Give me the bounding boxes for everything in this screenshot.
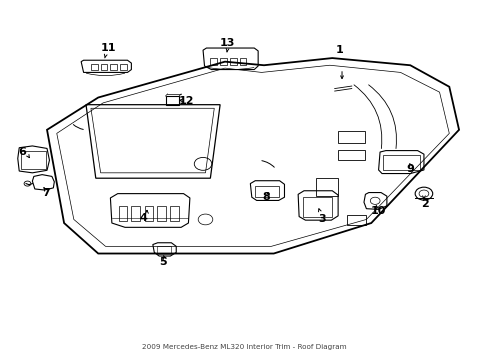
Text: 9: 9 xyxy=(406,163,413,174)
Text: 13: 13 xyxy=(219,38,235,48)
Bar xyxy=(229,58,236,65)
Bar xyxy=(346,215,366,225)
Text: 4: 4 xyxy=(140,213,147,223)
Bar xyxy=(131,206,140,221)
Text: 3: 3 xyxy=(318,214,325,224)
Text: 8: 8 xyxy=(262,192,270,202)
Bar xyxy=(170,206,179,221)
Text: 2: 2 xyxy=(420,199,428,210)
Text: 7: 7 xyxy=(42,188,50,198)
Bar xyxy=(101,64,107,70)
Text: 10: 10 xyxy=(370,206,386,216)
Text: 6: 6 xyxy=(19,147,26,157)
Text: 11: 11 xyxy=(100,43,116,53)
Text: 2009 Mercedes-Benz ML320 Interior Trim - Roof Diagram: 2009 Mercedes-Benz ML320 Interior Trim -… xyxy=(142,345,346,350)
Bar xyxy=(303,197,331,217)
Bar xyxy=(338,131,365,143)
Bar xyxy=(210,58,217,65)
Bar xyxy=(157,246,171,253)
Bar xyxy=(239,58,246,65)
Bar xyxy=(338,149,365,160)
Bar xyxy=(144,206,153,221)
Bar xyxy=(255,186,278,197)
Text: 5: 5 xyxy=(159,257,166,267)
Bar xyxy=(382,155,419,170)
Bar xyxy=(91,64,98,70)
Bar xyxy=(157,206,165,221)
Bar xyxy=(21,151,45,169)
Bar xyxy=(119,206,127,221)
Bar xyxy=(220,58,226,65)
Text: 1: 1 xyxy=(335,45,343,55)
Bar xyxy=(120,64,127,70)
Bar xyxy=(165,96,179,105)
Text: 12: 12 xyxy=(178,96,193,106)
Bar xyxy=(316,178,338,196)
Bar xyxy=(110,64,117,70)
